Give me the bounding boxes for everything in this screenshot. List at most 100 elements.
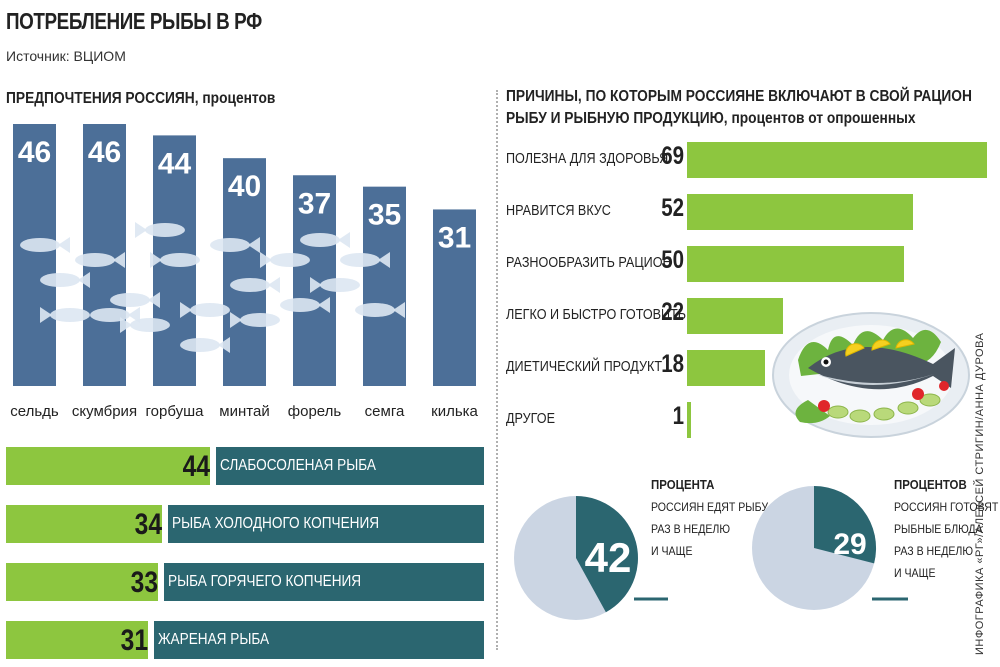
bar-value-label: 35 [368,199,401,232]
reason-value: 50 [661,246,684,274]
bar [13,124,56,386]
fish-shape [310,277,360,293]
bar-value-label: 46 [18,136,51,169]
reason-label: ЛЕГКО И БЫСТРО ГОТОВИТЬ [506,306,687,323]
pie-slice-value [576,496,638,613]
fish-shape [300,232,350,248]
preparation-row: 34 РЫБА ХОЛОДНОГО КОПЧЕНИЯ [6,505,484,543]
preparation-row: 33 РЫБА ГОРЯЧЕГО КОПЧЕНИЯ [6,563,484,601]
pie-caption-line: РОССИЯН ЕДЯТ РЫБУ [651,500,769,514]
credit-label: ИНФОГРАФИКА «РГ»/АЛЕКСЕЙ СТРИГИН/АННА ДУ… [974,332,986,655]
pie-caption: ПРОЦЕНТОВ РОССИЯН ГОТОВЯТ РЫБНЫЕ БЛЮДА Р… [894,474,998,584]
preparation-value: 31 [120,624,148,657]
pie-value-label: 42 [585,534,632,581]
reasons-title: ПРИЧИНЫ, ПО КОТОРЫМ РОССИЯНЕ ВКЛЮЧАЮТ В … [506,86,972,130]
preparation-bar-teal [216,447,484,485]
preparation-label: СЛАБОСОЛЕНАЯ РЫБА [220,457,376,474]
category-label: килька [431,403,478,420]
bar [433,209,476,386]
reason-row: РАЗНООБРАЗИТЬ РАЦИОН 50 [506,246,996,286]
fish-shape [150,252,200,268]
fish-shape [280,297,330,313]
preparation-bar-teal [154,621,484,659]
page-title: ПОТРЕБЛЕНИЕ РЫБЫ В РФ [6,8,262,34]
pie-caption-head: ПРОЦЕНТОВ [894,477,967,492]
preferences-bar-chart: 46 46 44 40 37 35 31 сельдь скумбрия горбуша минт… [10,124,479,420]
pie-caption-line: И ЧАЩЕ [894,566,936,580]
reason-value: 22 [661,298,684,326]
source-label: Источник: ВЦИОМ [6,48,126,64]
pie-caption-line: И ЧАЩЕ [651,544,693,558]
preparation-value: 34 [134,508,162,541]
fish-plate-illustration [772,312,970,438]
reason-label: ДИЕТИЧЕСКИЙ ПРОДУКТ [506,358,663,375]
reason-row: ЛЕГКО И БЫСТРО ГОТОВИТЬ 22 [506,298,996,338]
preparation-bar-teal [164,563,484,601]
preparation-bar-green [6,447,210,485]
pie-caption-line: РАЗ В НЕДЕЛЮ [894,544,974,558]
reason-row: ПОЛЕЗНА ДЛЯ ЗДОРОВЬЯ 69 [506,142,996,182]
bar-value-label: 46 [88,136,121,169]
fish-shape [90,307,140,323]
pie-cook-once-a-week: 29 [752,485,908,610]
reason-value: 1 [672,402,684,430]
reason-row: НРАВИТСЯ ВКУС 52 [506,194,996,234]
fish-shape [230,277,280,293]
reasons-title-line2: РЫБУ И РЫБНУЮ ПРОДУКЦИЮ, [506,110,728,127]
fish-shape [40,307,90,323]
fish-shape [20,237,70,253]
pie-value-label: 29 [833,528,866,561]
reason-bar [687,194,914,230]
reason-bar [687,246,905,282]
reason-value: 18 [661,350,684,378]
bar-value-label: 44 [158,147,192,180]
reason-label: ДРУГОЕ [506,410,555,427]
reason-label: ПОЛЕЗНА ДЛЯ ЗДОРОВЬЯ [506,150,669,167]
reasons-title-unit: процентов от опрошенных [731,110,916,127]
reason-bar [687,142,987,178]
fish-shape [210,237,260,253]
preparation-label: РЫБА ГОРЯЧЕГО КОПЧЕНИЯ [168,573,362,590]
preferences-title-main: ПРЕДПОЧТЕНИЯ РОССИЯН, [6,90,199,107]
fish-shape [340,252,390,268]
category-label: форель [288,403,342,420]
preparation-bar-green [6,621,148,659]
pie-caption-head: ПРОЦЕНТА [651,477,715,492]
fish-shape [180,302,230,318]
category-label: семга [365,403,405,420]
category-label: сельдь [10,403,59,420]
fish-shape [40,272,90,288]
reason-bar [687,298,783,334]
preparation-row: 31 ЖАРЕНАЯ РЫБА [6,621,484,659]
fish-shape [75,252,125,268]
fish-shape [230,312,280,328]
preferences-title-unit: процентов [202,90,276,107]
bar [223,158,266,386]
fish-shape [180,337,230,353]
category-label: горбуша [146,403,205,420]
pie-once-a-week: 42 [514,496,668,620]
reason-value: 69 [661,142,684,170]
reason-bar [687,402,692,438]
preparation-label: РЫБА ХОЛОДНОГО КОПЧЕНИЯ [172,515,380,532]
category-label: скумбрия [72,403,137,420]
fish-shape [110,292,160,308]
bar-value-label: 40 [228,170,261,203]
preparation-bar-green [6,505,162,543]
section-divider [496,90,498,650]
reason-label: НРАВИТСЯ ВКУС [506,202,611,219]
bar-value-label: 31 [438,221,471,254]
pie-slice-value [814,485,877,564]
reason-value: 52 [661,194,684,222]
fish-shape [355,302,405,318]
bar [363,186,406,386]
preferences-title: ПРЕДПОЧТЕНИЯ РОССИЯН, процентов [6,90,275,108]
reason-row: ДИЕТИЧЕСКИЙ ПРОДУКТ 18 [506,350,996,390]
category-label: минтай [219,403,269,420]
fish-school-decoration [20,222,405,353]
reason-label: РАЗНООБРАЗИТЬ РАЦИОН [506,254,672,271]
pie-caption: ПРОЦЕНТА РОССИЯН ЕДЯТ РЫБУ РАЗ В НЕДЕЛЮ … [651,474,768,562]
preparation-row: 44 СЛАБОСОЛЕНАЯ РЫБА [6,447,484,485]
preparation-bar-green [6,563,158,601]
reason-row: ДРУГОЕ 1 [506,402,996,442]
